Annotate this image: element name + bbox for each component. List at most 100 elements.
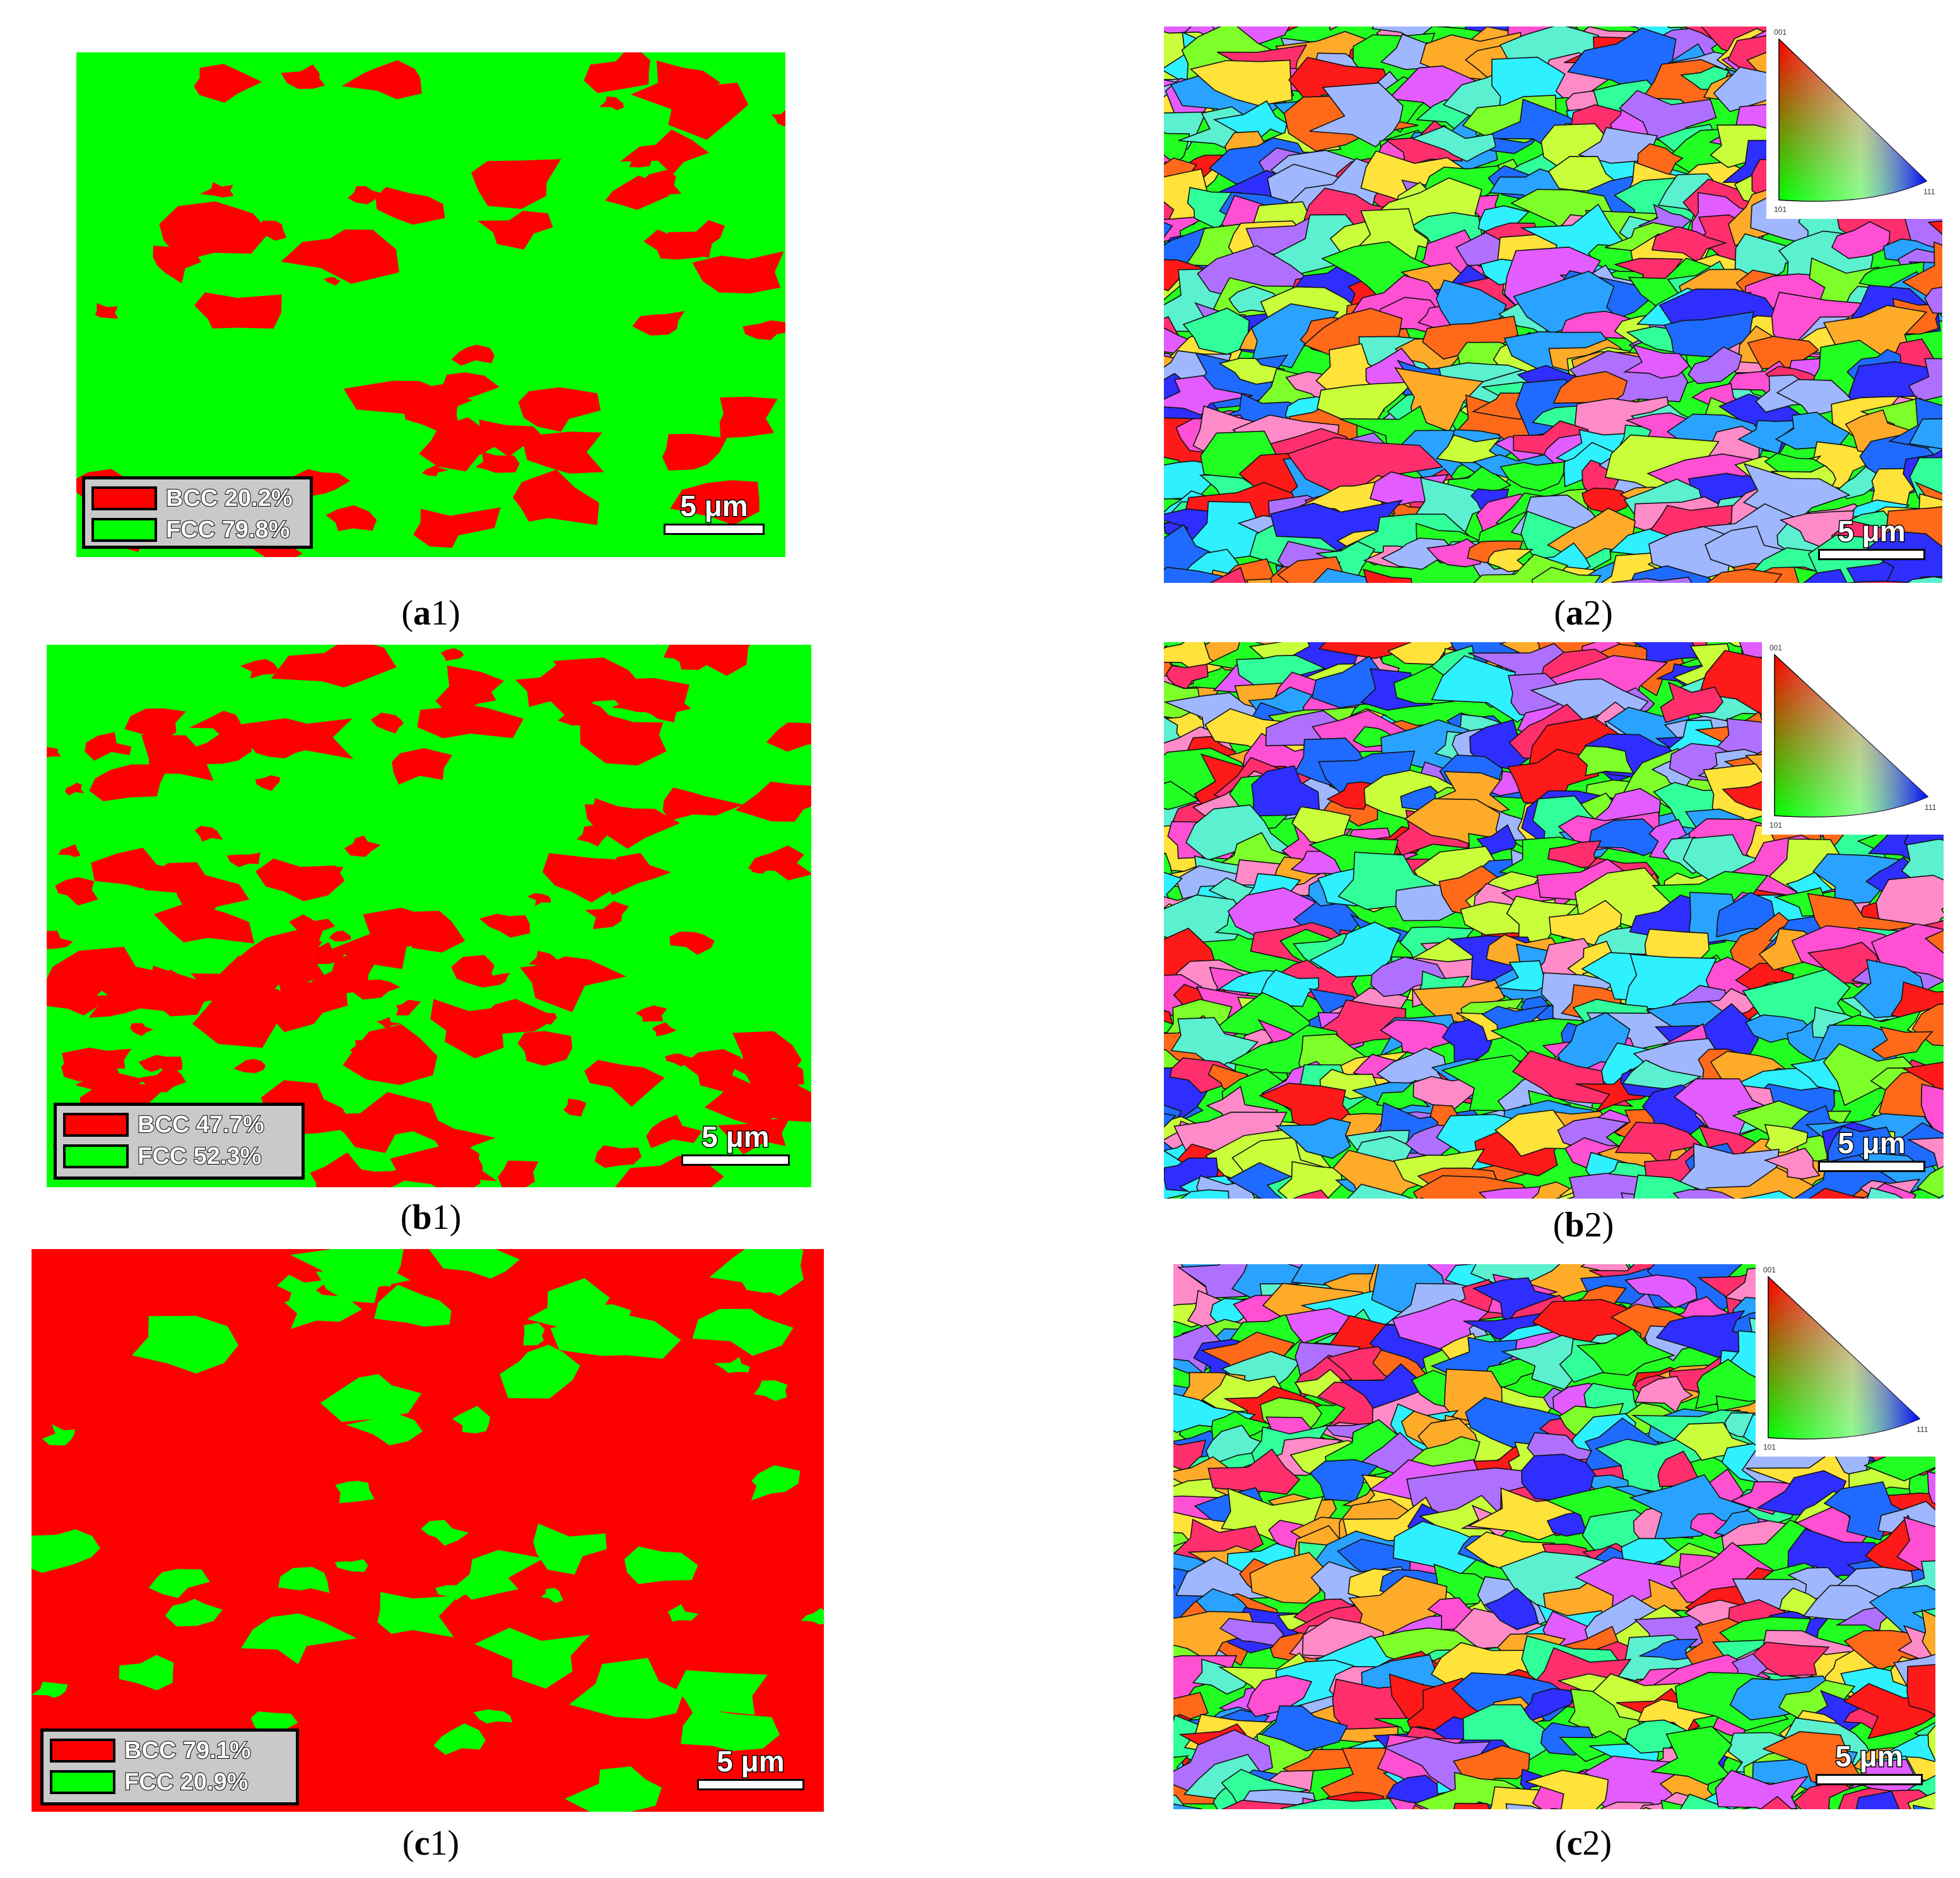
phase-region [518, 387, 601, 432]
phase-region [32, 1681, 68, 1698]
grain [1165, 663, 1209, 690]
bcc-swatch [63, 1113, 129, 1137]
phase-region [62, 1047, 132, 1071]
grain [1219, 1617, 1285, 1646]
grain [1506, 895, 1579, 943]
caption-c1: (c1) [402, 1824, 460, 1863]
grain [1380, 537, 1456, 570]
grain [1532, 566, 1602, 583]
phase-region [635, 1005, 667, 1022]
phase-region [343, 1024, 438, 1085]
phase-region [329, 930, 351, 942]
phase-region [281, 229, 399, 284]
scale-bar-c2: 5 μm [1816, 1740, 1923, 1785]
phase-region [233, 1059, 266, 1074]
phase-region [580, 1304, 631, 1333]
grain [1706, 568, 1783, 583]
scale-bar-label: 5 μm [716, 1745, 785, 1778]
grain [1633, 642, 1703, 666]
phase-region [194, 826, 223, 842]
caption-a2: (a2) [1554, 594, 1613, 633]
phase-region [473, 1709, 513, 1724]
phase-region [742, 320, 785, 341]
phase-region [267, 978, 348, 1033]
phase-region [349, 1040, 380, 1054]
phase-region [433, 1723, 486, 1755]
phase-region [58, 844, 81, 857]
phase-region [512, 469, 599, 525]
phase-region [716, 1045, 804, 1088]
grain [1499, 461, 1565, 492]
grain [1924, 286, 1942, 314]
fcc-label: FCC 79.8% [165, 516, 290, 544]
phase-region [766, 722, 811, 752]
grain [1841, 580, 1910, 583]
phase-region [326, 505, 377, 532]
grain [1206, 1424, 1270, 1465]
phase-region [377, 1592, 459, 1638]
grain [1879, 1734, 1935, 1762]
grain [1190, 59, 1293, 107]
phase-region [376, 1017, 403, 1029]
grain [1577, 745, 1634, 777]
legend-row-fcc: FCC 20.9% [50, 1768, 290, 1796]
grain [1651, 226, 1728, 264]
grain [1901, 241, 1942, 301]
scale-bar-line [1818, 549, 1925, 560]
phase-region [421, 465, 449, 476]
grain [1855, 1790, 1900, 1809]
phase-region [32, 1529, 100, 1573]
phase-region [517, 1031, 573, 1066]
phase-region [692, 1308, 794, 1356]
phase-region [714, 1357, 750, 1373]
grain [1180, 1189, 1229, 1199]
phase-region [417, 705, 524, 739]
phase-region [736, 1256, 794, 1293]
phase-region [411, 1116, 496, 1162]
grain [1524, 1769, 1609, 1809]
grain [1253, 1196, 1265, 1199]
scale-bar-line [697, 1779, 804, 1790]
phase-region [533, 1523, 607, 1575]
phase-region [435, 665, 505, 717]
phase-region [652, 1022, 677, 1036]
phase-region [42, 1424, 76, 1446]
grain [1924, 930, 1944, 954]
phase-region [348, 186, 384, 204]
legend-row-bcc: BCC 79.1% [50, 1737, 290, 1764]
phase-region [408, 910, 466, 953]
grain [1505, 1803, 1542, 1809]
scale-bar-a2: 5 μm [1818, 515, 1925, 560]
phase-region [751, 1465, 801, 1501]
grain [1715, 1769, 1809, 1809]
phase-region [754, 1380, 788, 1401]
grain [1207, 1448, 1301, 1495]
phase-region [527, 893, 551, 907]
phase-region [271, 645, 397, 688]
phase-region [153, 903, 255, 944]
grain [1764, 1124, 1809, 1153]
phase-region [209, 1026, 231, 1040]
phase-region [663, 645, 751, 676]
phase-region [692, 251, 784, 294]
phase-region [250, 1711, 298, 1733]
phase-region [569, 1658, 684, 1719]
grain [1611, 577, 1693, 583]
grain [1249, 1552, 1327, 1604]
bcc-swatch [91, 486, 157, 510]
grain [1260, 1705, 1349, 1752]
phase-region [646, 1115, 702, 1149]
caption-c2: (c2) [1554, 1824, 1612, 1863]
grain [1623, 344, 1691, 379]
grain [1164, 1113, 1182, 1159]
grain [1896, 1516, 1935, 1572]
grain [1808, 1187, 1874, 1199]
phase-region [577, 825, 607, 847]
phase-region [335, 1559, 368, 1572]
phase-region [735, 781, 811, 822]
phase-region [396, 999, 421, 1016]
grain [1831, 221, 1891, 259]
caption-a1: (a1) [401, 594, 461, 633]
phase-region [130, 1023, 154, 1036]
fcc-swatch [91, 518, 157, 542]
